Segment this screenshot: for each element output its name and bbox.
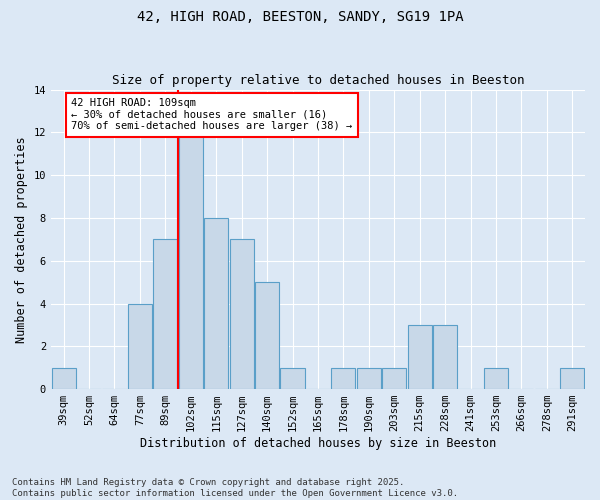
Text: 42, HIGH ROAD, BEESTON, SANDY, SG19 1PA: 42, HIGH ROAD, BEESTON, SANDY, SG19 1PA [137, 10, 463, 24]
Bar [484, 368, 508, 389]
Bar [230, 240, 254, 389]
X-axis label: Distribution of detached houses by size in Beeston: Distribution of detached houses by size … [140, 437, 496, 450]
Title: Size of property relative to detached houses in Beeston: Size of property relative to detached ho… [112, 74, 524, 87]
Y-axis label: Number of detached properties: Number of detached properties [15, 136, 28, 342]
Bar [179, 132, 203, 389]
Text: 42 HIGH ROAD: 109sqm
← 30% of detached houses are smaller (16)
70% of semi-detac: 42 HIGH ROAD: 109sqm ← 30% of detached h… [71, 98, 353, 132]
Bar [280, 368, 305, 389]
Bar [433, 325, 457, 389]
Bar [153, 240, 178, 389]
Bar [255, 282, 279, 389]
Text: Contains HM Land Registry data © Crown copyright and database right 2025.
Contai: Contains HM Land Registry data © Crown c… [12, 478, 458, 498]
Bar [204, 218, 229, 389]
Bar [128, 304, 152, 389]
Bar [357, 368, 381, 389]
Bar [52, 368, 76, 389]
Bar [382, 368, 406, 389]
Bar [331, 368, 355, 389]
Bar [407, 325, 432, 389]
Bar [560, 368, 584, 389]
